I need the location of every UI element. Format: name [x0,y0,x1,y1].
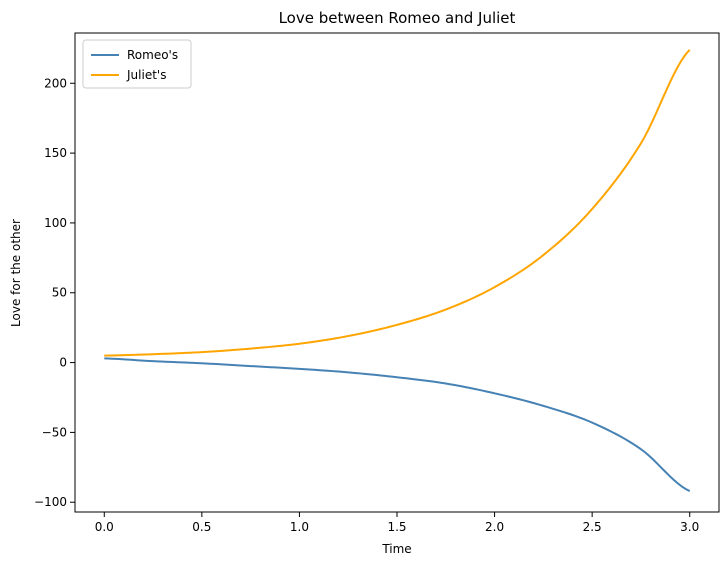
x-tick-label: 0.0 [95,520,114,534]
x-tick-label: 2.5 [583,520,602,534]
x-axis-label: Time [381,542,411,556]
x-tick-label: 0.5 [192,520,211,534]
y-axis-label: Love for the other [9,219,23,327]
x-tick-label: 2.0 [485,520,504,534]
legend-label: Juliet's [126,68,166,82]
y-tick-label: 150 [44,146,67,160]
y-tick-label: 200 [44,76,67,90]
y-tick-label: 50 [52,286,67,300]
x-tick-label: 3.0 [680,520,699,534]
chart-title: Love between Romeo and Juliet [279,9,516,27]
series-line-juliet [104,49,691,357]
series-line-romeo [104,357,691,492]
x-tick-label: 1.5 [387,520,406,534]
y-tick-label: −100 [34,495,67,509]
axes-frame [74,32,720,513]
plot-area: 0.0 0.5 1.0 1.5 2.0 2.5 3.0 −100 −50 0 50 100 150 200… [34,32,720,534]
y-tick-label: −50 [42,425,67,439]
y-tick-label: 0 [59,356,67,370]
y-tick-label: 100 [44,216,67,230]
x-tick-label: 1.0 [290,520,309,534]
legend-label: Romeo's [127,48,178,62]
